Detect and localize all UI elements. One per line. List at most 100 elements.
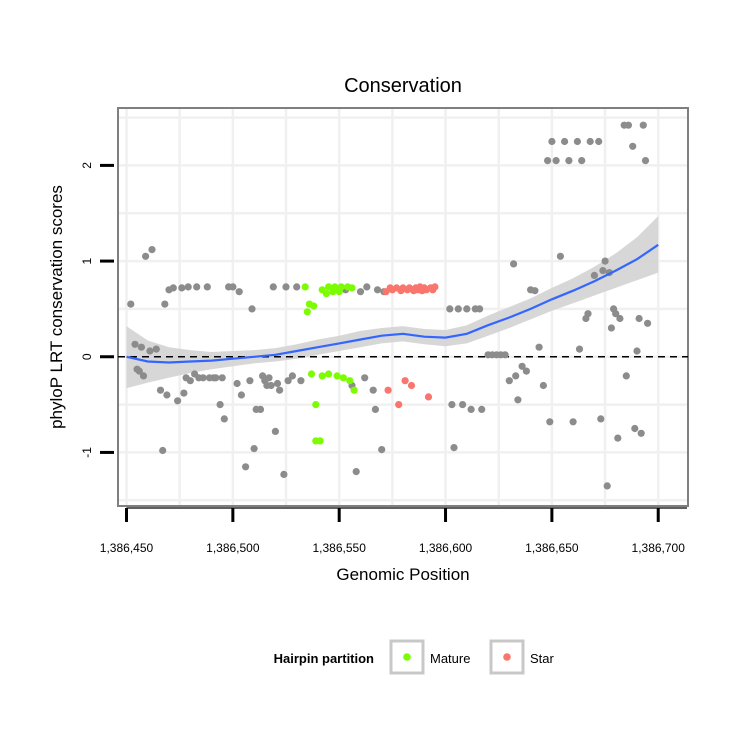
data-point [265,374,273,382]
data-point [631,424,639,433]
x-tick-label: 1,386,600 [419,541,473,555]
data-point [556,252,565,260]
legend-label-star: Star [530,651,555,666]
y-tick-label: 1 [80,257,94,264]
data-point [216,401,224,409]
data-point [203,283,211,291]
data-point [273,379,282,388]
data-point [371,405,379,413]
legend-label-mature: Mature [430,651,470,666]
data-point [161,300,169,308]
data-point [159,446,167,455]
y-axis-title: phyloP LRT conservation scores [47,185,66,429]
data-point [163,391,171,399]
data-point [518,362,526,370]
data-point [629,142,637,150]
data-point [246,377,254,385]
data-point [276,386,284,394]
data-point [586,137,594,146]
data-point [137,343,145,351]
data-point [199,374,207,382]
data-point [454,305,462,313]
data-point [522,367,531,375]
chart-title: Conservation [344,75,462,97]
data-point [590,271,599,279]
data-point [293,283,301,291]
data-point [218,374,226,382]
data-point [325,283,333,291]
data-point [184,283,192,291]
data-point [337,283,345,291]
data-point [256,405,265,413]
x-tick-label: 1,386,700 [632,541,686,555]
data-point [612,310,620,318]
data-point [348,284,356,292]
series-mature [301,283,358,445]
data-point [478,405,486,413]
data-point [401,377,409,385]
data-point [212,374,220,382]
data-point [135,367,143,375]
data-point [446,305,454,313]
data-point [459,401,467,409]
x-tick-label: 1,386,550 [312,541,366,555]
x-tick-label: 1,386,500 [206,541,260,555]
data-point [297,377,305,385]
data-point [552,157,560,165]
x-axis: 1,386,450 1,386,500 1,386,550 1,386,600 1,38… [100,507,687,555]
data-point [635,314,643,323]
y-tick-label: 2 [80,162,94,169]
data-point [565,157,573,165]
data-point [271,427,279,435]
data-point [539,381,548,390]
points-layer [127,121,652,490]
data-point [180,389,188,397]
data-point [578,157,586,165]
data-point [193,283,201,291]
data-point [597,415,605,423]
data-point [603,482,611,490]
data-point [307,370,316,378]
data-point [369,386,377,394]
data-point [220,415,228,423]
data-point [269,283,277,291]
data-point [535,343,543,351]
data-point [312,401,320,409]
data-point [267,381,275,390]
data-point [142,252,150,260]
data-point [248,305,256,313]
data-point [280,470,288,478]
data-point [476,305,484,313]
legend-marker-star [503,653,511,661]
data-point [573,137,582,146]
data-point [339,374,347,382]
smooth-line [126,243,659,364]
data-point [325,370,333,378]
data-point [595,137,603,146]
data-point [146,347,154,355]
data-point [531,287,539,295]
data-point [512,372,520,380]
data-point [288,372,296,380]
data-point [350,386,358,394]
data-point [316,437,324,445]
data-point [352,468,360,476]
data-point [544,157,552,165]
data-point [169,284,177,292]
data-point [546,418,554,426]
data-point [139,372,148,380]
data-point [235,288,243,296]
data-point [584,310,592,318]
data-point [407,381,416,390]
smooth-line-layer [126,243,659,364]
data-point [233,379,241,388]
data-point [250,445,258,453]
data-point [501,351,509,359]
data-point [569,418,577,426]
data-point [575,345,584,353]
data-point [622,372,630,380]
data-point [548,137,556,146]
data-point [614,434,622,442]
data-point [331,283,339,291]
